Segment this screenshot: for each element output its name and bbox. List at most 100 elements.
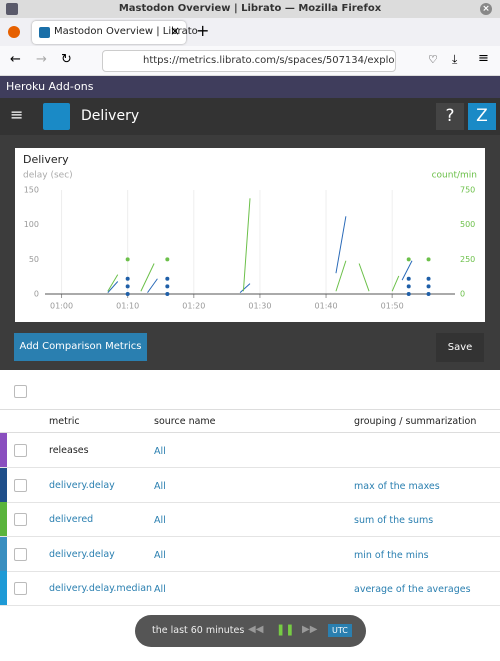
forward[interactable]: ▶▶ <box>302 624 318 635</box>
data-point <box>426 276 431 281</box>
tab-bar: Mastodon Overview | Librato × + <box>0 18 500 46</box>
add-metrics-button[interactable]: Add Comparison Metrics <box>14 333 147 361</box>
rewind[interactable]: ◀◀ <box>248 624 264 635</box>
data-point <box>406 284 411 289</box>
data-point <box>165 284 170 289</box>
data-point <box>125 284 130 289</box>
row-checkbox[interactable] <box>14 444 27 457</box>
metric-name[interactable]: delivered <box>49 514 94 525</box>
help-button[interactable]: ? <box>436 103 464 130</box>
metrics-table: metric source name grouping / summarizatio… <box>0 370 500 661</box>
time-range[interactable]: the last 60 minutes <box>152 625 245 636</box>
row-color <box>0 467 7 502</box>
data-point <box>406 292 411 296</box>
forward[interactable]: → <box>36 52 47 67</box>
y-tick-label: 150 <box>24 186 39 195</box>
x-tick-label: 01:50 <box>381 302 404 311</box>
column-header: source name <box>154 416 216 427</box>
data-point <box>426 292 431 296</box>
data-point <box>165 292 170 296</box>
grouping[interactable]: max of the maxes <box>354 480 440 492</box>
menu[interactable]: ≡ <box>478 51 489 66</box>
x-tick-label: 01:30 <box>248 302 271 311</box>
row-color <box>0 571 7 605</box>
source-name[interactable]: All <box>154 480 166 492</box>
new-tab[interactable]: + <box>196 21 210 40</box>
column-header: grouping / summarization <box>354 416 477 427</box>
data-point <box>125 257 130 262</box>
divider <box>0 536 500 537</box>
user-button[interactable]: Z <box>468 103 496 130</box>
downloads[interactable]: ⤓ <box>452 52 458 66</box>
y2-tick-label: 500 <box>460 220 475 229</box>
source-name[interactable]: All <box>154 446 166 457</box>
pocket[interactable]: ♡ <box>428 53 438 66</box>
app-header: ≡ Delivery ? Z <box>0 98 500 135</box>
data-point <box>125 292 130 296</box>
window-title: Mastodon Overview | Librato — Mozilla Fi… <box>118 3 382 14</box>
select-all[interactable] <box>14 385 27 398</box>
pause[interactable]: ❚❚ <box>276 623 295 636</box>
y-tick-label: 0 <box>34 290 39 299</box>
grouping[interactable]: sum of the sums <box>354 515 434 526</box>
data-line <box>107 216 413 293</box>
y2-axis-label: count/min <box>432 171 477 181</box>
divider <box>0 409 500 410</box>
row-checkbox[interactable] <box>14 547 27 561</box>
metric-name[interactable]: delivery.delay <box>49 548 115 560</box>
grouping[interactable]: average of the averages <box>354 584 471 595</box>
hamburger[interactable]: ≡ <box>10 105 24 124</box>
x-tick-label: 01:00 <box>50 302 73 311</box>
source-name[interactable]: All <box>154 515 166 526</box>
divider <box>0 501 500 503</box>
metric-name[interactable]: delivery.delay <box>49 479 115 491</box>
y-tick-label: 50 <box>29 255 39 264</box>
nav-bar: ← → ↻ https://metrics.librato.com/s/spac… <box>0 46 500 76</box>
save-button[interactable]: Save <box>436 333 484 362</box>
source-name[interactable]: All <box>154 584 166 595</box>
data-point <box>406 257 411 262</box>
tab-close[interactable]: × <box>169 24 180 38</box>
divider <box>0 605 500 606</box>
data-point <box>426 284 431 289</box>
y-tick-label: 100 <box>24 220 39 229</box>
metric-name[interactable]: releases <box>49 445 89 456</box>
back[interactable]: ← <box>10 52 21 67</box>
chart-title: Delivery <box>23 153 69 166</box>
y-axis-label: delay (sec) <box>23 171 73 181</box>
row-checkbox[interactable] <box>14 513 27 526</box>
tab[interactable]: Mastodon Overview | Librato × <box>32 21 198 44</box>
timezone[interactable]: UTC <box>328 624 352 637</box>
y2-tick-label: 750 <box>460 186 475 195</box>
grouping[interactable]: min of the mins <box>354 549 429 561</box>
divider <box>0 432 500 433</box>
window-title-bar: Mastodon Overview | Librato — Mozilla Fi… <box>0 0 500 18</box>
column-header: metric <box>49 416 80 427</box>
heroku-bar: Heroku Add-ons <box>0 76 500 98</box>
x-tick-label: 01:40 <box>315 302 338 311</box>
source-name[interactable]: All <box>154 549 166 561</box>
row-color <box>0 536 7 571</box>
window-icon <box>6 3 18 15</box>
heroku-title: Heroku Add-ons <box>6 80 94 93</box>
url-bar[interactable]: https://metrics.librato.com/s/spaces/507… <box>102 50 396 72</box>
data-point <box>125 276 130 281</box>
y2-tick-label: 0 <box>460 290 465 299</box>
space-title: Delivery <box>81 108 140 124</box>
row-checkbox[interactable] <box>14 582 27 595</box>
divider <box>0 570 500 572</box>
tab-favicon <box>39 27 50 38</box>
close-button[interactable]: × <box>480 3 492 15</box>
row-color <box>0 502 7 536</box>
url: https://metrics.librato.com/s/spaces/507… <box>143 55 396 66</box>
x-tick-label: 01:10 <box>116 302 139 311</box>
data-point <box>165 276 170 281</box>
reload[interactable]: ↻ <box>61 52 72 67</box>
row-color <box>0 433 7 467</box>
firefox-menu[interactable] <box>8 26 20 38</box>
metric-name[interactable]: delivery.delay.median <box>49 583 153 594</box>
data-line <box>107 198 400 292</box>
row-checkbox[interactable] <box>14 478 27 492</box>
divider <box>0 467 500 468</box>
